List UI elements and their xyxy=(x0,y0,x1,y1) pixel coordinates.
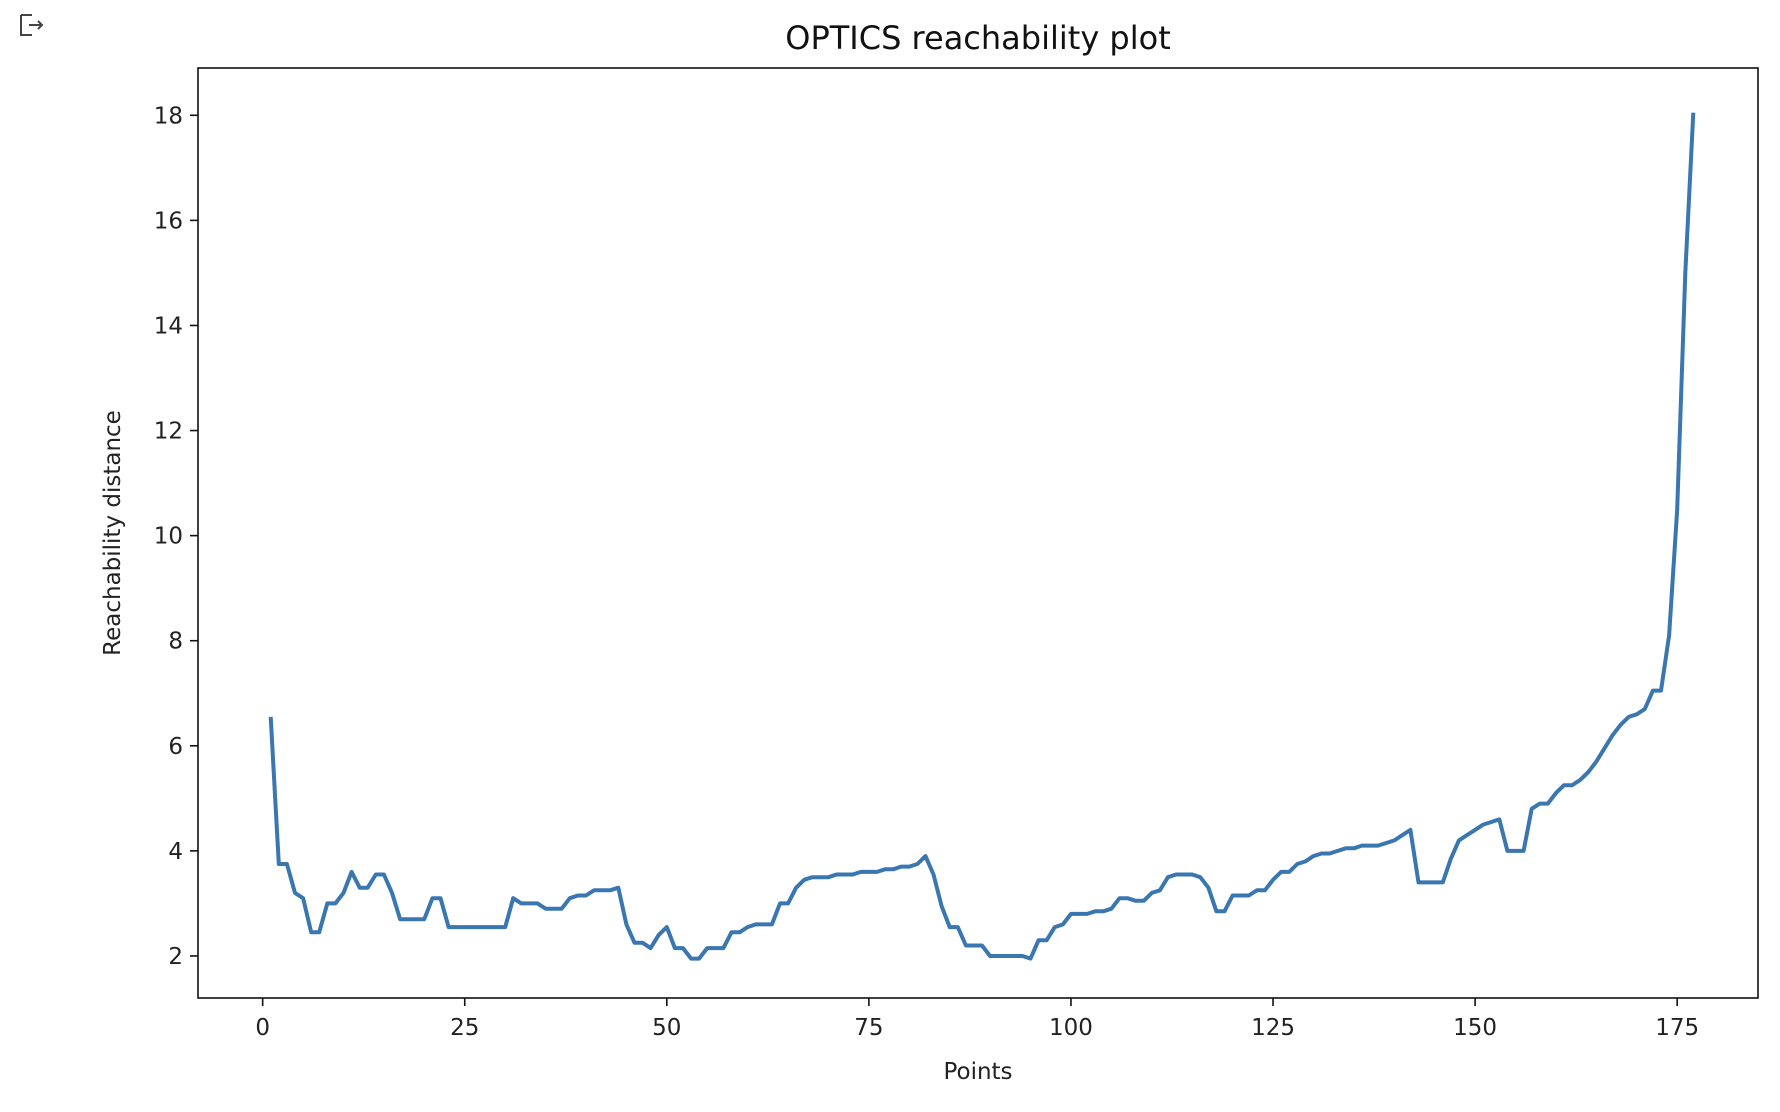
x-tick-label: 150 xyxy=(1453,1015,1497,1041)
y-tick-label: 12 xyxy=(154,419,183,445)
x-axis-label: Points xyxy=(943,1059,1012,1085)
y-tick-label: 4 xyxy=(168,839,183,865)
chart-title: OPTICS reachability plot xyxy=(785,19,1171,57)
plot-area xyxy=(268,112,1696,961)
x-axis-ticks: 0 25 50 75 100 125 150 175 xyxy=(255,998,1699,1041)
y-tick-label: 16 xyxy=(154,208,183,234)
y-tick-label: 18 xyxy=(154,103,183,129)
x-tick-label: 125 xyxy=(1251,1015,1295,1041)
axes-frame xyxy=(197,67,1759,999)
y-tick-label: 2 xyxy=(168,944,183,970)
x-tick-label: 0 xyxy=(255,1015,270,1041)
y-tick-label: 6 xyxy=(168,734,183,760)
y-tick-label: 14 xyxy=(154,313,183,339)
x-tick-label: 25 xyxy=(450,1015,479,1041)
output-arrow-icon[interactable] xyxy=(18,12,46,38)
x-tick-label: 50 xyxy=(652,1015,681,1041)
x-tick-label: 175 xyxy=(1655,1015,1699,1041)
series-line-0 xyxy=(268,112,1696,961)
y-tick-label: 8 xyxy=(168,629,183,655)
y-tick-label: 10 xyxy=(154,524,183,550)
y-axis-label: Reachability distance xyxy=(100,410,126,656)
x-tick-label: 100 xyxy=(1049,1015,1093,1041)
x-tick-label: 75 xyxy=(854,1015,883,1041)
y-axis-ticks: 2 4 6 8 10 12 14 16 18 xyxy=(154,103,198,970)
